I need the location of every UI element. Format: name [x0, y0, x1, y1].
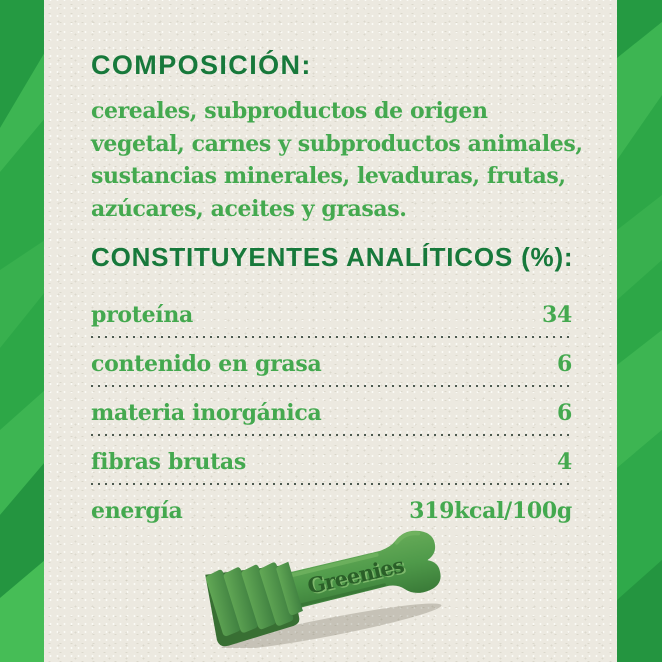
treat-fin [223, 567, 258, 633]
row-label: materia inorgánica [91, 400, 322, 426]
treat-handle-bone [282, 530, 441, 611]
treat-handle-highlight [288, 552, 379, 578]
composition-line: cereales, subproductos de origen [91, 98, 488, 124]
table-row: proteína 34 [91, 300, 572, 330]
composition-line: azúcares, aceites y grasas. [91, 195, 407, 222]
row-value: 4 [556, 449, 572, 475]
treat-shadow [221, 603, 442, 648]
dotted-separator [91, 336, 572, 338]
composition-line: sustancias minerales, levaduras, frutas, [91, 163, 566, 189]
row-label: proteína [91, 302, 194, 328]
row-value: 6 [556, 351, 572, 377]
analytics-heading: CONSTITUYENTES ANALÍTICOS (%): [91, 242, 574, 272]
row-value: 319kcal/100g [409, 498, 572, 524]
composition-line: vegetal, carnes y subproductos animales, [91, 130, 583, 157]
composition-paragraph: cereales, subproductos de origen vegetal… [91, 95, 583, 225]
dotted-separator [91, 483, 572, 485]
row-value: 34 [541, 302, 572, 328]
table-row: energía 319kcal/100g [91, 496, 572, 526]
row-label: contenido en grasa [91, 351, 322, 377]
paper-panel [44, 0, 617, 662]
row-label: energía [91, 498, 183, 524]
treat-handle-lowedge [295, 583, 386, 608]
row-label: fibras brutas [91, 449, 246, 475]
table-row: materia inorgánica 6 [91, 398, 572, 428]
dotted-separator [91, 434, 572, 436]
analytics-table: proteína 34 contenido en grasa 6 materia… [91, 300, 572, 526]
dotted-separator [91, 385, 572, 387]
treat-fin [205, 569, 241, 637]
composition-heading: COMPOSICIÓN: [91, 50, 312, 80]
table-row: contenido en grasa 6 [91, 349, 572, 379]
treat-fin [259, 562, 294, 626]
table-row: fibras brutas 4 [91, 447, 572, 477]
treat-bone-highlight [394, 531, 421, 545]
treat-fin [241, 564, 276, 630]
frame-left-facets [0, 0, 45, 662]
row-value: 6 [556, 400, 572, 426]
treat-illustration: Greenies Greenies [205, 530, 442, 648]
treat-product-image: Greenies Greenies [198, 528, 456, 648]
treat-fin [276, 561, 303, 616]
frame-right-facets [617, 0, 662, 662]
